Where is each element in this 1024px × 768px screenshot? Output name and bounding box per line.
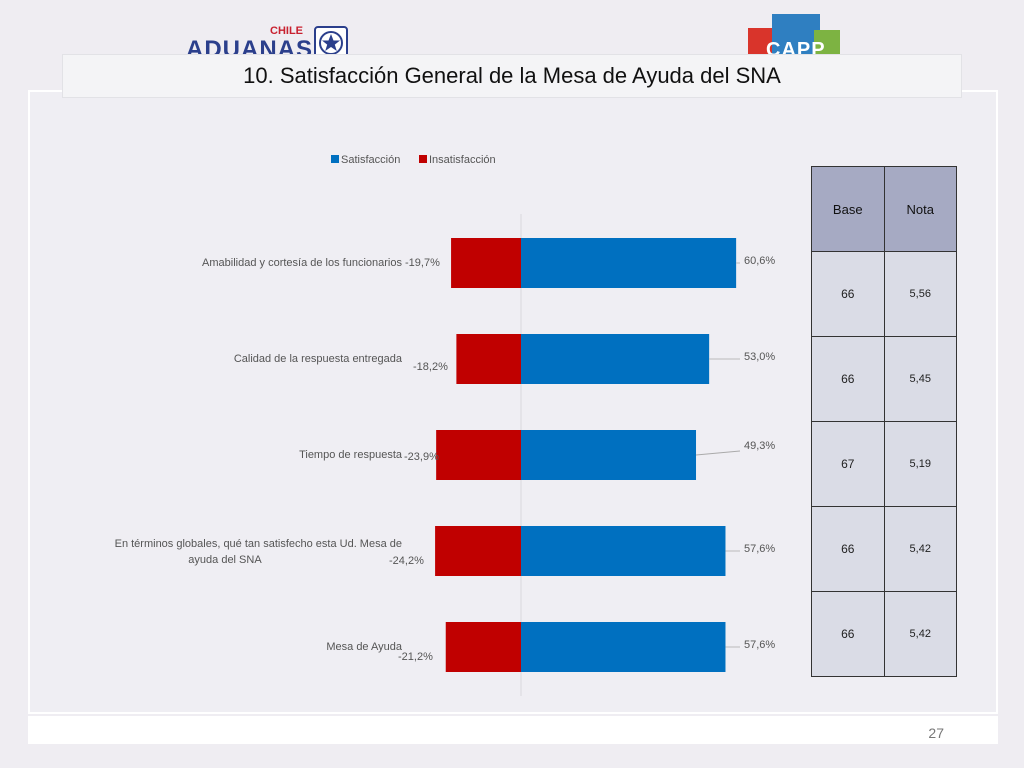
title-bar: 10. Satisfacción General de la Mesa de A… (62, 54, 962, 98)
table-row: 66 5,56 (811, 251, 957, 337)
legend-label: Insatisfacción (429, 154, 496, 166)
table-row: 66 5,42 (811, 506, 957, 592)
value-label-satisfaccion: 53,0% (744, 351, 775, 363)
page-title: 10. Satisfacción General de la Mesa de A… (243, 63, 781, 88)
table-row: 66 5,45 (811, 336, 957, 422)
table-header-row: Base Nota (811, 166, 957, 252)
table-cell-base: 66 (811, 251, 885, 337)
bar-insatisfaccion (451, 238, 521, 288)
category-label: Tiempo de respuesta (299, 449, 403, 461)
value-label-satisfaccion: 49,3% (744, 440, 775, 452)
category-label-line2: ayuda del SNA (188, 554, 262, 566)
table-row: 66 5,42 (811, 591, 957, 677)
table-cell-nota: 5,56 (883, 251, 957, 337)
bar-satisfaccion (521, 430, 697, 480)
bar-insatisfaccion (456, 334, 521, 384)
footer-bar (28, 716, 998, 744)
table-cell-nota: 5,42 (883, 591, 957, 677)
page-number: 27 (928, 725, 944, 741)
table-header-nota: Nota (883, 166, 957, 252)
bar-insatisfaccion (445, 622, 521, 672)
category-label: Amabilidad y cortesía de los funcionario… (202, 257, 402, 269)
table-row: 67 5,19 (811, 421, 957, 507)
category-label: Calidad de la respuesta entregada (234, 353, 403, 365)
bar-satisfaccion (521, 526, 726, 576)
bar-insatisfaccion (436, 430, 521, 480)
chart-legend: Satisfacción Insatisfacción (331, 154, 496, 166)
base-nota-table: Base Nota 66 5,56 66 5,45 67 5,19 66 5,4… (811, 166, 957, 677)
table-cell-nota: 5,19 (883, 421, 957, 507)
value-label-satisfaccion: 57,6% (744, 543, 775, 555)
logo-chile-text: CHILE (270, 25, 303, 37)
table-cell-base: 66 (811, 336, 885, 422)
bar-satisfaccion (521, 238, 737, 288)
value-label-insatisfaccion: -19,7% (405, 257, 440, 269)
leader-line (695, 450, 741, 456)
table-cell-base: 67 (811, 421, 885, 507)
bar-satisfaccion (521, 622, 726, 672)
value-label-insatisfaccion: -18,2% (413, 361, 448, 373)
value-label-satisfaccion: 60,6% (744, 255, 775, 267)
table-header-base: Base (811, 166, 885, 252)
value-label-insatisfaccion: -21,2% (398, 651, 433, 663)
legend-swatch (419, 155, 427, 163)
capp-logo: CAPP (748, 14, 844, 61)
table-cell-nota: 5,42 (883, 506, 957, 592)
legend-label: Satisfacción (341, 154, 400, 166)
table-cell-nota: 5,45 (883, 336, 957, 422)
bar-insatisfaccion (435, 526, 521, 576)
table-cell-base: 66 (811, 591, 885, 677)
legend-swatch (331, 155, 339, 163)
category-label: En términos globales, qué tan satisfecho… (115, 538, 402, 550)
bar-satisfaccion (521, 334, 710, 384)
category-label: Mesa de Ayuda (326, 641, 403, 653)
value-label-insatisfaccion: -24,2% (389, 555, 424, 567)
value-label-insatisfaccion: -23,9% (404, 451, 439, 463)
value-label-satisfaccion: 57,6% (744, 639, 775, 651)
table-cell-base: 66 (811, 506, 885, 592)
